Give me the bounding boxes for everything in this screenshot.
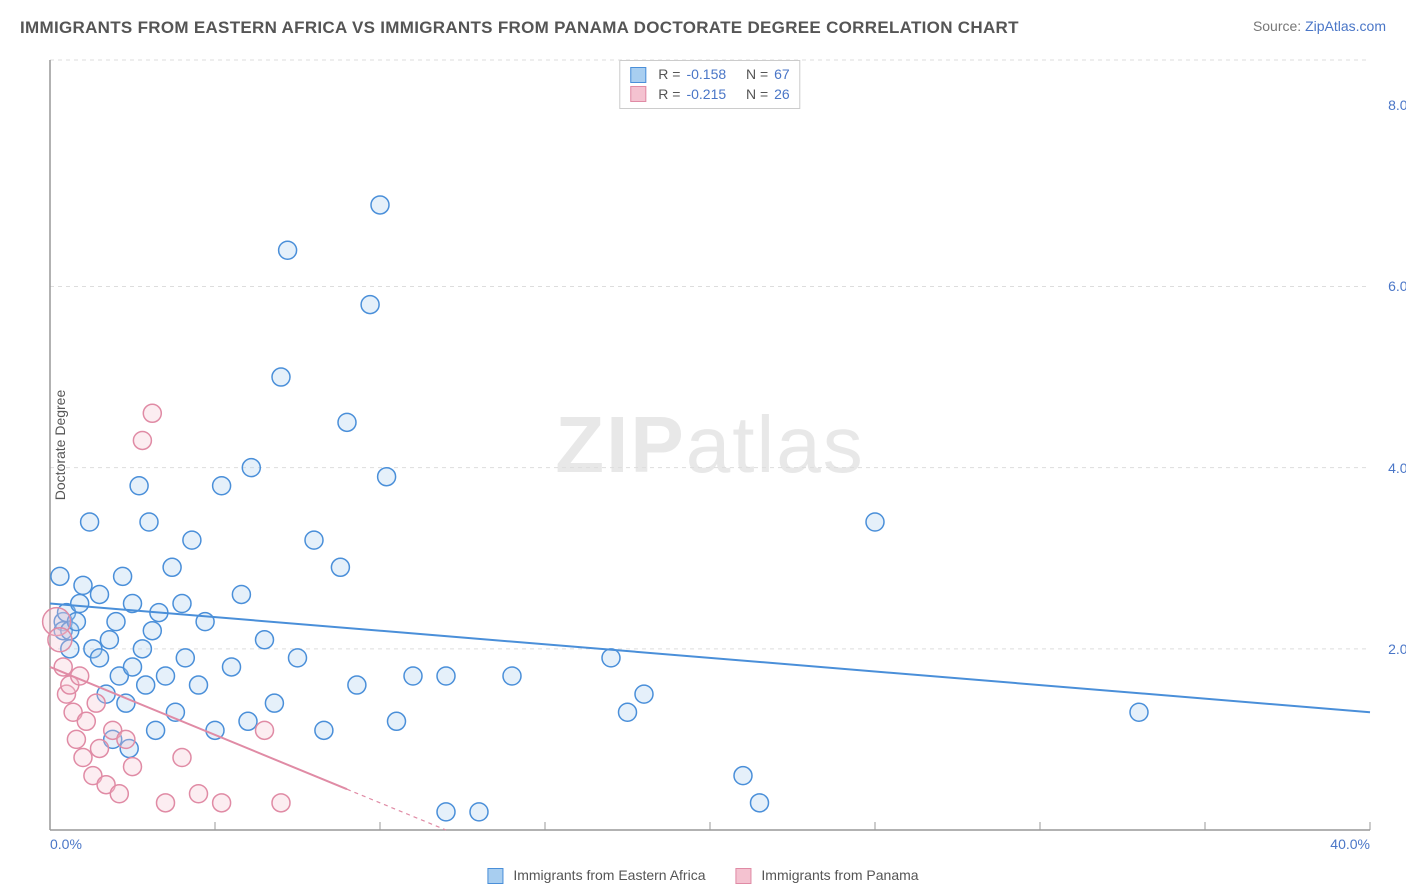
n-value-1: 67 xyxy=(774,65,790,85)
chart-title: IMMIGRANTS FROM EASTERN AFRICA VS IMMIGR… xyxy=(20,18,1019,38)
legend-swatch-series-1 xyxy=(630,67,646,83)
legend-item-series-1: Immigrants from Eastern Africa xyxy=(487,867,705,884)
source-link[interactable]: ZipAtlas.com xyxy=(1305,18,1386,34)
correlation-legend: R = -0.158 N = 67 R = -0.215 N = 26 xyxy=(619,60,800,109)
source-attribution: Source: ZipAtlas.com xyxy=(1253,18,1386,34)
r-label-1: R = xyxy=(658,65,680,85)
r-value-1: -0.158 xyxy=(686,65,726,85)
y-tick-label: 2.0% xyxy=(1388,641,1406,657)
r-label-2: R = xyxy=(658,85,680,105)
x-tick-label: 40.0% xyxy=(1330,836,1370,852)
legend-item-series-2: Immigrants from Panama xyxy=(736,867,919,884)
legend-swatch-bottom-2 xyxy=(736,868,752,884)
y-tick-label: 6.0% xyxy=(1388,278,1406,294)
y-tick-label: 4.0% xyxy=(1388,460,1406,476)
x-tick-label: 0.0% xyxy=(50,836,82,852)
legend-swatch-series-2 xyxy=(630,86,646,102)
n-label-1: N = xyxy=(746,65,768,85)
legend-row-series-2: R = -0.215 N = 26 xyxy=(630,85,789,105)
n-label-2: N = xyxy=(746,85,768,105)
series-legend: Immigrants from Eastern Africa Immigrant… xyxy=(487,867,918,884)
legend-row-series-1: R = -0.158 N = 67 xyxy=(630,65,789,85)
chart-area: Doctorate Degree ZIPatlas R = -0.158 N =… xyxy=(50,60,1370,830)
legend-label-1: Immigrants from Eastern Africa xyxy=(513,867,705,883)
r-value-2: -0.215 xyxy=(686,85,726,105)
source-label: Source: xyxy=(1253,18,1301,34)
y-tick-label: 8.0% xyxy=(1388,97,1406,113)
scatter-plot xyxy=(50,60,1370,830)
legend-label-2: Immigrants from Panama xyxy=(761,867,918,883)
n-value-2: 26 xyxy=(774,85,790,105)
legend-swatch-bottom-1 xyxy=(487,868,503,884)
